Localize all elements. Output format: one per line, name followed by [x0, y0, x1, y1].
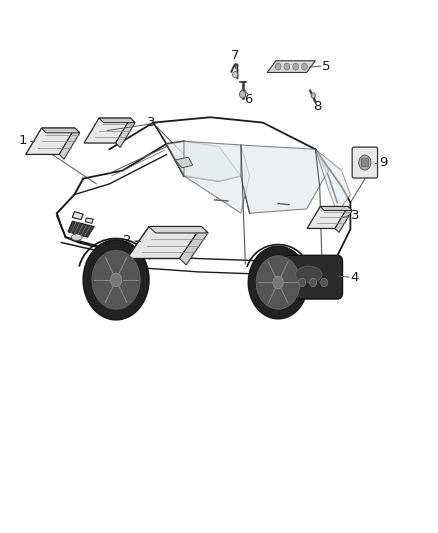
Polygon shape: [68, 221, 94, 237]
Polygon shape: [256, 256, 300, 309]
Polygon shape: [59, 128, 80, 159]
Text: 8: 8: [313, 100, 321, 113]
Polygon shape: [149, 227, 208, 233]
Text: 6: 6: [244, 93, 252, 106]
FancyBboxPatch shape: [361, 158, 368, 167]
Polygon shape: [267, 61, 315, 72]
Polygon shape: [42, 128, 80, 133]
FancyBboxPatch shape: [352, 147, 378, 178]
Polygon shape: [315, 149, 350, 213]
Ellipse shape: [275, 63, 281, 70]
Text: 3: 3: [350, 209, 359, 222]
Ellipse shape: [302, 63, 307, 70]
Polygon shape: [127, 227, 201, 259]
Circle shape: [321, 278, 328, 287]
Polygon shape: [99, 118, 135, 123]
Circle shape: [310, 278, 317, 287]
Polygon shape: [110, 273, 122, 287]
Polygon shape: [166, 141, 241, 181]
Polygon shape: [85, 218, 93, 223]
Polygon shape: [92, 251, 140, 309]
Polygon shape: [273, 276, 283, 289]
Ellipse shape: [293, 63, 299, 70]
Text: 5: 5: [322, 60, 331, 72]
Polygon shape: [180, 227, 208, 265]
Polygon shape: [83, 240, 149, 320]
Polygon shape: [184, 141, 250, 213]
Text: 4: 4: [350, 271, 359, 284]
Ellipse shape: [71, 234, 82, 240]
Circle shape: [311, 93, 315, 98]
Text: 9: 9: [379, 156, 388, 169]
Polygon shape: [320, 206, 352, 211]
Polygon shape: [241, 145, 328, 213]
Circle shape: [299, 278, 306, 287]
Circle shape: [233, 71, 238, 78]
Polygon shape: [175, 157, 193, 168]
Polygon shape: [248, 246, 308, 319]
Circle shape: [240, 91, 246, 98]
Text: 2: 2: [123, 235, 131, 247]
Circle shape: [359, 155, 371, 170]
Ellipse shape: [284, 63, 290, 70]
Polygon shape: [116, 118, 135, 148]
Ellipse shape: [296, 266, 322, 283]
Polygon shape: [72, 212, 83, 220]
Polygon shape: [26, 128, 75, 155]
Text: 3: 3: [147, 116, 155, 129]
Text: 7: 7: [231, 50, 240, 62]
Polygon shape: [84, 118, 131, 143]
Text: 1: 1: [18, 134, 27, 147]
Polygon shape: [307, 206, 348, 229]
Polygon shape: [335, 206, 352, 232]
FancyBboxPatch shape: [284, 255, 343, 299]
